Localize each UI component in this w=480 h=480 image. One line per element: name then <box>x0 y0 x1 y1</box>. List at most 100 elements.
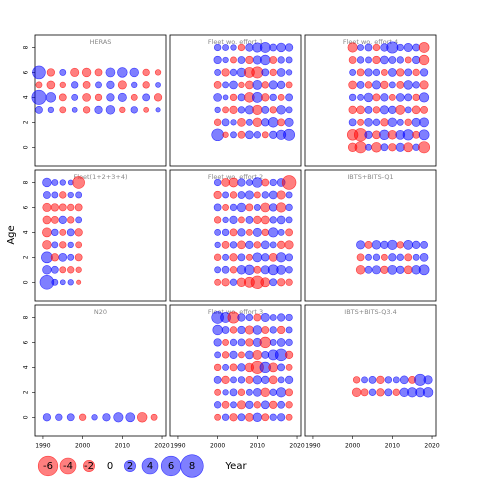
bubble <box>347 42 358 53</box>
bubble <box>419 92 430 103</box>
bubble <box>268 117 279 128</box>
bubble <box>245 338 254 347</box>
bubble <box>230 119 237 126</box>
bubble <box>42 215 52 225</box>
bubble <box>386 41 399 54</box>
panel-frame <box>34 304 167 437</box>
bubble <box>230 131 237 139</box>
bubble <box>418 42 430 53</box>
bubble <box>245 118 253 126</box>
bubble <box>261 351 270 359</box>
x-tick-label: 2020 <box>424 443 439 450</box>
bubble <box>261 178 270 187</box>
bubble <box>82 81 91 89</box>
bubble <box>261 228 269 237</box>
panel-frame <box>34 169 167 302</box>
bubble <box>55 413 63 421</box>
bubble <box>396 56 404 64</box>
bubble <box>356 68 365 77</box>
bubble <box>269 278 278 287</box>
bubble <box>221 68 230 77</box>
bubble <box>113 412 124 423</box>
bubble <box>74 203 83 212</box>
bubble <box>222 216 229 224</box>
legend-bubble <box>124 460 136 472</box>
bubble <box>213 93 222 102</box>
bubble <box>117 80 127 90</box>
bubble <box>82 106 91 114</box>
bubble <box>75 191 83 199</box>
legend-bubble <box>59 457 77 475</box>
bubble <box>285 363 293 371</box>
bubble <box>380 265 389 274</box>
bubble <box>371 80 381 90</box>
bubble <box>105 105 116 115</box>
panel-title: Fleet(1+2+3+4) <box>73 173 127 181</box>
bubble <box>269 400 278 409</box>
bubble <box>268 253 278 262</box>
bubble <box>388 81 396 89</box>
bubble <box>155 107 161 113</box>
bubble <box>277 56 285 64</box>
bubble <box>230 401 237 409</box>
bubble <box>276 202 287 213</box>
bubble <box>229 241 238 249</box>
bubble <box>71 93 79 101</box>
bubble <box>245 375 254 384</box>
bubble <box>221 118 230 127</box>
bubble <box>245 388 253 396</box>
bubble <box>277 363 286 372</box>
bubble <box>222 253 229 261</box>
bubble <box>419 117 429 128</box>
bubble <box>221 278 230 287</box>
bubble <box>412 240 421 249</box>
bubble <box>245 350 254 360</box>
bubble <box>356 253 365 262</box>
bubble <box>352 376 361 384</box>
bubble <box>50 203 59 212</box>
bubble <box>221 351 230 359</box>
bubble <box>42 177 52 188</box>
bubble <box>213 338 222 347</box>
bubble <box>348 105 357 114</box>
bubble <box>404 93 413 102</box>
bubble <box>229 388 238 397</box>
bubble <box>261 93 270 102</box>
bubble <box>58 215 67 224</box>
bubble <box>372 93 381 102</box>
bubble <box>214 413 222 421</box>
bubble <box>237 56 246 64</box>
bubble <box>252 227 262 237</box>
bubble <box>349 69 357 76</box>
bubble <box>238 216 245 224</box>
bubble <box>395 142 405 152</box>
bubble <box>31 89 47 105</box>
bubble <box>222 191 229 199</box>
bubble <box>214 241 221 248</box>
legend-label: 6 <box>168 461 174 472</box>
bubble <box>237 313 246 322</box>
bubble <box>399 375 409 385</box>
bubble <box>269 203 278 212</box>
bubble <box>392 376 400 384</box>
legend-label: 8 <box>189 461 195 472</box>
x-tick-label: 2020 <box>154 443 169 450</box>
bubble <box>252 80 263 90</box>
bubble <box>412 68 420 77</box>
bubble <box>411 117 421 127</box>
bubble <box>95 81 102 89</box>
bubble <box>236 202 247 213</box>
bubble <box>58 203 67 212</box>
bubble <box>43 191 51 199</box>
bubble <box>51 241 59 249</box>
bubble <box>357 44 364 51</box>
bubble <box>396 81 405 89</box>
bubble <box>392 388 400 396</box>
bubble <box>285 56 293 64</box>
bubble <box>356 81 365 89</box>
bubble <box>403 239 414 250</box>
bubble <box>284 375 294 384</box>
bubble <box>404 118 412 126</box>
bubble <box>422 387 434 398</box>
bubble <box>229 253 238 262</box>
